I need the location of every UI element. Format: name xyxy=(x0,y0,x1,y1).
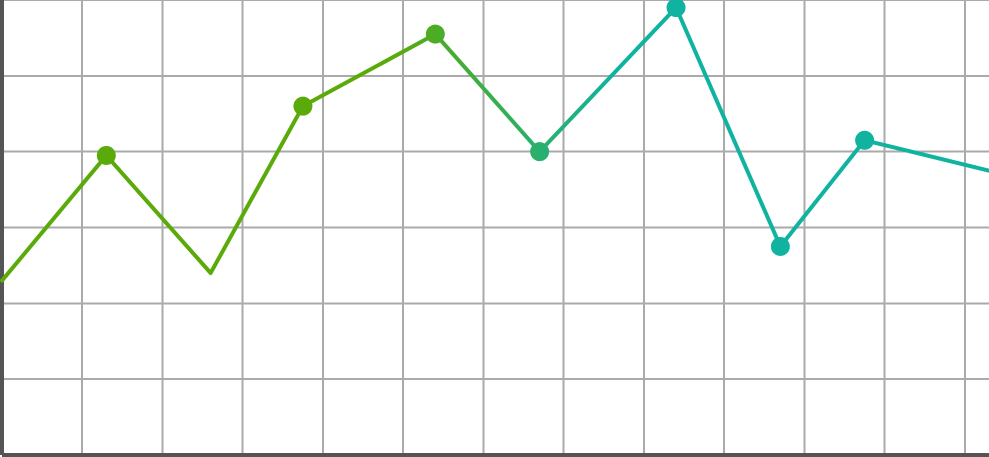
data-point-3[interactable] xyxy=(293,96,313,116)
data-point-6[interactable] xyxy=(666,0,686,18)
series-layer xyxy=(0,0,989,283)
data-point-5[interactable] xyxy=(530,142,550,162)
data-point-1[interactable] xyxy=(96,145,116,165)
data-point-8[interactable] xyxy=(855,130,875,150)
data-point-4[interactable] xyxy=(425,24,445,44)
series-line-0 xyxy=(0,5,989,283)
data-point-7[interactable] xyxy=(770,236,790,256)
